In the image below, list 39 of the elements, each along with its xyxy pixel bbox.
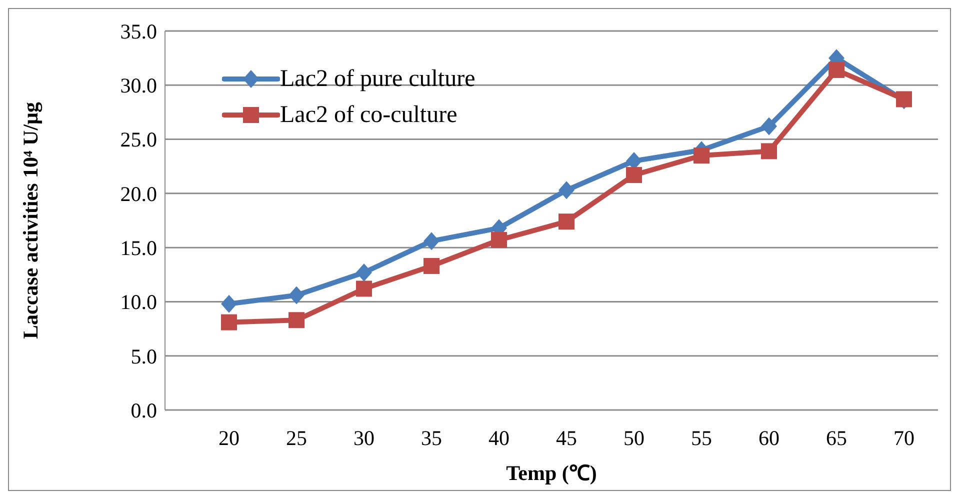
point [221,314,237,330]
point [626,167,642,184]
y-tick-label: 35.0 [120,19,157,44]
point [288,312,304,328]
point [694,148,710,164]
point [424,232,440,250]
y-tick-label: 10.0 [120,290,157,314]
legend-label: Lac2 of pure culture [280,65,476,94]
point [221,294,237,313]
x-tick-label: 65 [826,426,847,450]
y-tick-label: 25.0 [120,128,157,152]
x-tick-label: 25 [286,426,307,450]
x-tick-label: 30 [354,426,374,450]
y-axis-title: Laccase activities 10⁴ U/μg [18,102,42,339]
x-axis-title: Temp (℃) [506,461,597,485]
point [491,232,507,248]
x-tick-label: 45 [556,426,577,450]
y-tick-label: 20.0 [120,182,157,206]
point [761,143,777,160]
x-tick-label: 35 [421,426,442,450]
point [828,62,844,78]
y-tick-label: 0.0 [130,398,157,422]
y-tick-label: 30.0 [120,74,157,98]
point [558,214,574,230]
point [288,286,304,304]
x-tick-label: 70 [894,426,914,450]
x-tick-label: 50 [624,426,644,450]
point [356,280,372,297]
x-tick-label: 55 [691,426,712,450]
point [424,258,440,274]
legend-label: Lac2 of co-culture [280,101,458,130]
x-tick-label: 60 [758,426,780,450]
x-tick-label: 20 [218,426,240,450]
x-tick-label: 40 [488,426,510,450]
point [761,117,777,136]
point [558,181,574,200]
point [356,263,372,282]
y-tick-label: 15.0 [120,236,157,260]
y-tick-label: 5.0 [130,344,157,368]
